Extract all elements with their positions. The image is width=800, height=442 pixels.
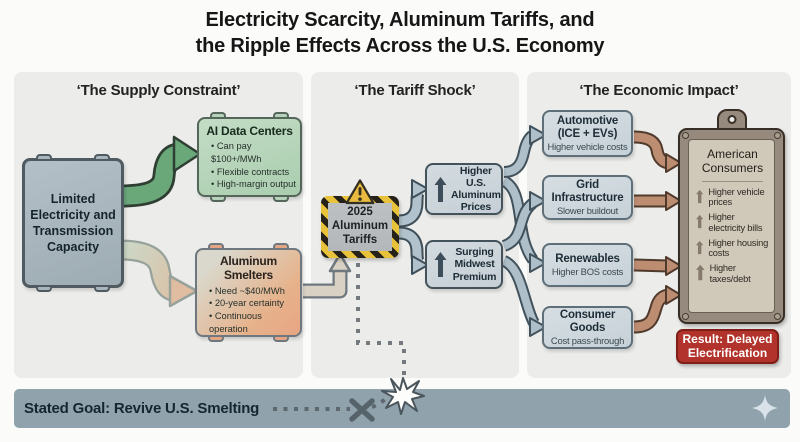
supply-heading: ‘The Supply Constraint’ [76,82,241,99]
ai-box-title: AI Data Centers [206,124,293,138]
surging-midwest-premium-label: Surging Midwest Premium [452,246,497,283]
plaque-frame: American Consumers Higher vehicle prices… [678,128,785,324]
bullet-item: Need ~$40/MWh [209,285,296,298]
automotive-box: Automotive (ICE + EVs) Higher vehicle co… [542,110,633,157]
grid-subtitle: Slower buildout [556,205,619,217]
grid-title: Grid Infrastructure [551,178,624,204]
page-title-line2: the Ripple Effects Across the U.S. Econo… [195,34,605,57]
arrow-capacity-to-ai [119,135,202,208]
corner-tab [208,337,224,342]
consumer-goods-title: Consumer Goods [559,308,616,334]
up-arrow-icon [696,264,705,281]
tariffs-2025-box: 2025 Aluminum Tariffs [321,179,399,258]
automotive-subtitle: Higher vehicle costs [547,141,628,153]
bullet-item: High-margin output [211,178,296,191]
arrow-prices-to-automotive [503,125,547,178]
tariff-heading: ‘The Tariff Shock’ [354,82,476,99]
limited-electricity-box: Limited Electricity and Transmission Cap… [22,154,124,292]
consumer-impact-item: Higher housing costs [696,238,769,259]
screw-icon [682,313,689,320]
corner-tab [273,197,289,202]
screw-icon [682,132,689,139]
arrow-grid-to-consumers [634,191,682,211]
renewables-box: Renewables Higher BOS costs [542,243,633,287]
plaque-panel: American Consumers Higher vehicle prices… [688,139,775,313]
consumer-goods-subtitle: Cost pass-through [550,335,625,347]
page-title: Electricity Scarcity, Aluminum Tariffs, … [0,8,800,59]
bullet-item: 20-year certainty [209,297,296,310]
corner-tab [36,287,52,292]
arrow-tariffs-to-premium [398,226,429,275]
consumer-impact-label: Higher taxes/debt [709,262,751,284]
ai-data-centers-box: AI Data Centers Can pay $100+/MWh Flexib… [197,112,302,202]
smelters-box-title: Aluminum Smelters [219,254,278,282]
arrow-goods-to-consumers [633,285,682,334]
arrow-smelters-to-tariffs [303,252,352,299]
bullet-item: Can pay $100+/MWh [211,140,296,166]
arrow-renewables-to-consumers [633,256,682,276]
consumer-impact-label: Higher housing costs [708,237,769,259]
tariffs-2025-label: 2025 Aluminum Tariffs [331,206,389,246]
higher-aluminum-prices-box: Higher U.S. Aluminum Prices [425,163,503,215]
smelters-box-bullets: Need ~$40/MWh 20-year certainty Continuo… [201,285,296,336]
stated-goal-label: Stated Goal: Revive U.S. Smelting [24,400,260,417]
up-arrow-icon [696,215,704,229]
hang-hole [727,115,736,124]
screw-icon [774,313,781,320]
divider [702,180,763,182]
corner-tab [36,154,52,159]
page-title-line1: Electricity Scarcity, Aluminum Tariffs, … [205,9,595,31]
up-arrow-icon [696,189,704,203]
renewables-subtitle: Higher BOS costs [551,266,624,278]
up-arrow-icon [434,252,447,277]
screw-icon [774,132,781,139]
automotive-title: Automotive (ICE + EVs) [556,114,619,140]
result-delayed-electrification-box: Result: Delayed Electrification [676,329,779,364]
consumer-impact-item: Higher electricity bills [696,212,769,233]
corner-tab [94,287,110,292]
bullet-item: Flexible contracts [211,166,296,179]
arrow-premium-to-goods [500,255,547,337]
corner-tab [210,112,226,117]
corner-tab [94,154,110,159]
bullet-item: Continuous operation [209,310,296,336]
surging-midwest-premium-box: Surging Midwest Premium [425,240,503,289]
consumer-impact-label: Higher electricity bills [708,212,763,233]
american-consumers-plaque: American Consumers Higher vehicle prices… [678,109,785,324]
arrow-capacity-to-smelters [119,239,199,308]
up-arrow-icon [696,240,704,254]
renewables-title: Renewables [555,252,620,265]
ai-box-bullets: Can pay $100+/MWh Flexible contracts Hig… [203,140,296,191]
corner-tab [273,112,289,117]
corner-tab [273,337,289,342]
corner-tab [210,197,226,202]
consumer-impact-item: Higher vehicle prices [696,187,769,208]
arrow-premium-to-grid [501,191,547,252]
impact-heading: ‘The Economic Impact’ [579,82,739,99]
arrow-automotive-to-consumers [633,130,682,173]
higher-aluminum-prices-label: Higher U.S. Aluminum Prices [451,164,501,214]
limited-electricity-label: Limited Electricity and Transmission Cap… [30,191,116,255]
result-label: Result: Delayed Electrification [682,331,773,360]
corner-tab [273,243,289,248]
consumer-goods-box: Consumer Goods Cost pass-through [542,306,633,349]
aluminum-smelters-box: Aluminum Smelters Need ~$40/MWh 20-year … [195,243,302,342]
consumer-impact-item: Higher taxes/debt [696,263,769,284]
grid-infrastructure-box: Grid Infrastructure Slower buildout [542,175,633,220]
consumers-title: American Consumers [701,147,764,176]
up-arrow-icon [434,176,447,202]
stated-goal-bar: Stated Goal: Revive U.S. Smelting [14,389,790,428]
warning-icon [345,179,375,205]
arrow-tariffs-to-prices [398,179,429,228]
consumer-impact-label: Higher vehicle prices [708,186,765,208]
corner-tab [208,243,224,248]
